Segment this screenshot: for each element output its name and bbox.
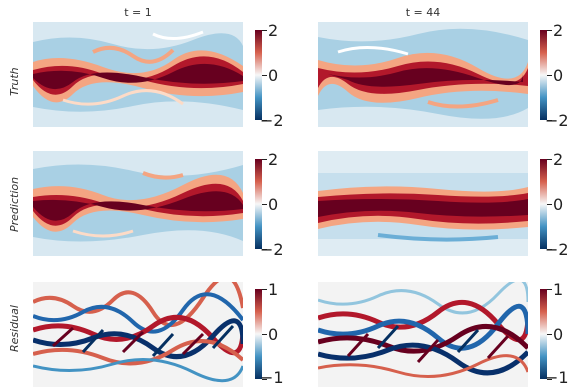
column-title-left: t = 1 <box>124 6 152 19</box>
tick-mark <box>547 379 552 380</box>
tick-mark <box>262 120 267 121</box>
colorbar-mid-label: 0 <box>268 66 279 85</box>
row-label-prediction: Prediction <box>8 176 21 232</box>
prediction-field-t44 <box>318 151 528 256</box>
colorbar-min-label: −1 <box>260 368 284 387</box>
colorbar-min-label: −1 <box>545 368 569 387</box>
colorbar-max-label: 1 <box>268 280 279 299</box>
colorbar-mid-label: 0 <box>268 195 279 214</box>
colorbar-min-label: −2 <box>545 240 569 259</box>
colorbar-residual-t1 <box>255 289 262 379</box>
colorbar-max-label: 2 <box>268 21 279 40</box>
tick-mark <box>547 204 552 205</box>
tick-mark <box>547 289 552 290</box>
tick-mark <box>547 30 552 31</box>
tick-mark <box>547 120 552 121</box>
colorbar-min-label: −2 <box>260 111 284 130</box>
colorbar-max-label: 2 <box>553 21 564 40</box>
tick-mark <box>262 204 267 205</box>
colorbar-truth-t44 <box>540 30 547 120</box>
colorbar-max-label: 2 <box>553 150 564 169</box>
colorbar-min-label: −2 <box>545 111 569 130</box>
colorbar-mid-label: 0 <box>268 325 279 344</box>
tick-mark <box>262 249 267 250</box>
column-title-right: t = 44 <box>405 6 441 19</box>
colorbar-mid-label: 0 <box>553 66 564 85</box>
colorbar-residual-t44 <box>540 289 547 379</box>
row-label-residual: Residual <box>8 305 21 352</box>
residual-field-t1 <box>33 282 243 387</box>
colorbar-truth-t1 <box>255 30 262 120</box>
truth-field-t44 <box>318 22 528 127</box>
tick-mark <box>262 289 267 290</box>
tick-mark <box>547 249 552 250</box>
truth-field-t1 <box>33 22 243 127</box>
tick-mark <box>547 334 552 335</box>
tick-mark <box>547 75 552 76</box>
colorbar-mid-label: 0 <box>553 195 564 214</box>
tick-mark <box>262 30 267 31</box>
colorbar-mid-label: 0 <box>553 325 564 344</box>
residual-field-t44 <box>318 282 528 387</box>
tick-mark <box>262 334 267 335</box>
colorbar-min-label: −2 <box>260 240 284 259</box>
tick-mark <box>547 159 552 160</box>
colorbar-prediction-t44 <box>540 159 547 249</box>
tick-mark <box>262 379 267 380</box>
colorbar-max-label: 1 <box>553 280 564 299</box>
tick-mark <box>262 159 267 160</box>
colorbar-prediction-t1 <box>255 159 262 249</box>
row-label-truth: Truth <box>8 67 21 96</box>
prediction-field-t1 <box>33 151 243 256</box>
tick-mark <box>262 75 267 76</box>
colorbar-max-label: 2 <box>268 150 279 169</box>
